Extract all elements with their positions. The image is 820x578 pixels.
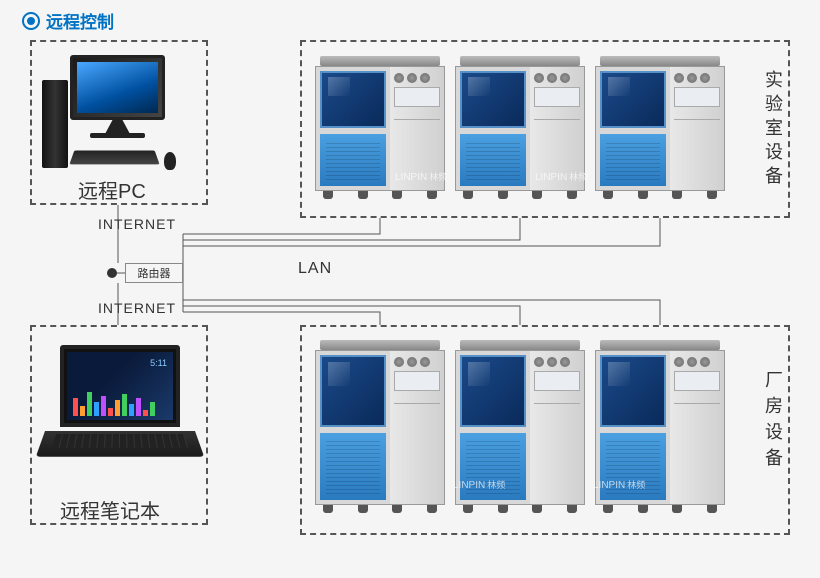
chamber-window-icon [460,355,526,427]
internet-label-top: INTERNET [98,216,176,232]
chamber-window-icon [460,71,526,128]
test-chamber [595,56,725,199]
chamber-control-panel [670,351,724,504]
keyboard-icon [69,150,159,164]
lan-label: LAN [298,260,332,278]
chamber-control-panel [530,351,584,504]
mouse-icon [164,152,176,170]
laptop-illustration: 5:11 [45,345,195,480]
remote-laptop-label: 远程笔记本 [60,495,160,524]
laptop-bar-chart [73,392,155,416]
chamber-vent-icon [320,134,386,187]
chamber-vent-icon [600,433,666,501]
chamber-window-icon [320,355,386,427]
chamber-window-icon [320,71,386,128]
chamber-control-panel [390,351,444,504]
chamber-control-panel [530,67,584,190]
chamber-window-icon [600,71,666,128]
chamber-control-panel [390,67,444,190]
test-chamber [315,340,445,513]
pc-tower-icon [42,80,68,168]
internet-label-bottom: INTERNET [98,300,176,316]
chamber-vent-icon [600,134,666,187]
router-node-icon [107,268,117,278]
chamber-window-icon [600,355,666,427]
test-chamber [595,340,725,513]
laptop-clock: 5:11 [150,358,167,368]
target-icon [22,12,40,30]
test-chamber [455,340,585,513]
chamber-vent-icon [460,433,526,501]
header: 远程控制 [22,8,114,33]
chamber-control-panel [670,67,724,190]
chamber-vent-icon [460,134,526,187]
router-label: 路由器 [125,263,183,283]
factory-equipment-label: 厂房设备 [760,370,786,474]
test-chamber [315,56,445,199]
remote-pc-label: 远程PC [78,175,146,204]
chamber-vent-icon [320,433,386,501]
page-title: 远程控制 [46,8,114,33]
lab-equipment-label: 实验室设备 [760,70,786,190]
test-chamber [455,56,585,199]
pc-monitor-icon [70,55,165,120]
